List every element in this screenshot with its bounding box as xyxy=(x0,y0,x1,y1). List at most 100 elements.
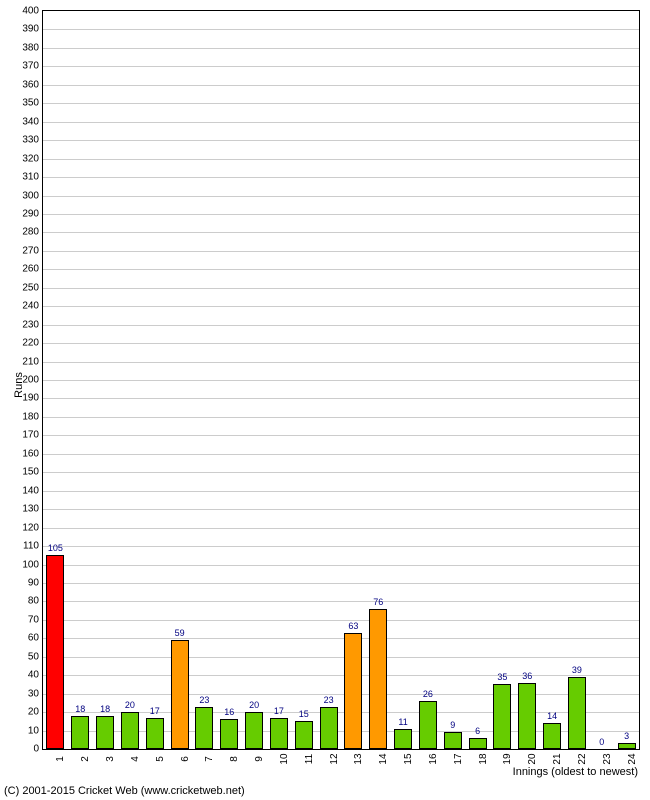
y-tick-label: 20 xyxy=(28,707,39,718)
y-tick-label: 60 xyxy=(28,633,39,644)
y-tick-label: 10 xyxy=(28,725,39,736)
bar xyxy=(394,729,412,749)
y-tick-label: 400 xyxy=(22,6,39,17)
gridline xyxy=(43,48,639,49)
y-tick-label: 100 xyxy=(22,559,39,570)
y-tick-label: 310 xyxy=(22,172,39,183)
y-tick-label: 300 xyxy=(22,190,39,201)
y-tick-label: 350 xyxy=(22,98,39,109)
y-tick-label: 50 xyxy=(28,651,39,662)
y-tick-label: 290 xyxy=(22,208,39,219)
x-tick-label: 8 xyxy=(229,756,240,762)
gridline xyxy=(43,528,639,529)
y-tick-label: 120 xyxy=(22,522,39,533)
bar xyxy=(270,718,288,749)
gridline xyxy=(43,362,639,363)
gridline xyxy=(43,66,639,67)
bar-value-label: 20 xyxy=(125,700,135,710)
y-tick-label: 280 xyxy=(22,227,39,238)
bar xyxy=(344,633,362,749)
y-tick-label: 240 xyxy=(22,301,39,312)
bar xyxy=(419,701,437,749)
bar xyxy=(369,609,387,749)
x-tick-label: 13 xyxy=(353,753,364,764)
bar xyxy=(568,677,586,749)
gridline xyxy=(43,509,639,510)
bar-value-label: 9 xyxy=(450,720,455,730)
gridline xyxy=(43,343,639,344)
y-tick-label: 220 xyxy=(22,338,39,349)
chart-container: 0102030405060708090100110120130140150160… xyxy=(0,0,650,800)
y-tick-label: 250 xyxy=(22,282,39,293)
bar-value-label: 23 xyxy=(324,695,334,705)
y-tick-label: 30 xyxy=(28,688,39,699)
gridline xyxy=(43,638,639,639)
gridline xyxy=(43,675,639,676)
bar xyxy=(543,723,561,749)
gridline xyxy=(43,565,639,566)
bar xyxy=(195,707,213,749)
gridline xyxy=(43,491,639,492)
bar xyxy=(469,738,487,749)
y-tick-label: 170 xyxy=(22,430,39,441)
bar xyxy=(320,707,338,749)
x-tick-label: 15 xyxy=(403,753,414,764)
y-tick-label: 180 xyxy=(22,411,39,422)
bar xyxy=(518,683,536,749)
y-axis-title: Runs xyxy=(13,372,25,398)
x-tick-label: 4 xyxy=(130,756,141,762)
x-tick-label: 11 xyxy=(304,754,315,764)
bar-value-label: 76 xyxy=(373,597,383,607)
bar-value-label: 39 xyxy=(572,665,582,675)
gridline xyxy=(43,85,639,86)
x-axis-title: Innings (oldest to newest) xyxy=(513,766,638,778)
bar xyxy=(121,712,139,749)
x-tick-label: 18 xyxy=(478,753,489,764)
gridline xyxy=(43,159,639,160)
x-tick-label: 20 xyxy=(527,753,538,764)
bar xyxy=(444,732,462,749)
bar xyxy=(245,712,263,749)
y-tick-label: 270 xyxy=(22,245,39,256)
bar xyxy=(71,716,89,749)
y-tick-label: 320 xyxy=(22,153,39,164)
x-tick-label: 22 xyxy=(577,753,588,764)
bar-value-label: 36 xyxy=(522,671,532,681)
bar-value-label: 35 xyxy=(497,672,507,682)
x-tick-label: 3 xyxy=(105,756,116,762)
gridline xyxy=(43,398,639,399)
x-tick-label: 7 xyxy=(204,756,215,762)
gridline xyxy=(43,103,639,104)
x-tick-label: 1 xyxy=(55,756,66,762)
gridline xyxy=(43,140,639,141)
plot-area: 0102030405060708090100110120130140150160… xyxy=(42,10,640,750)
x-tick-label: 2 xyxy=(80,756,91,762)
bar-value-label: 18 xyxy=(75,704,85,714)
bar xyxy=(295,721,313,749)
y-tick-label: 90 xyxy=(28,577,39,588)
y-tick-label: 260 xyxy=(22,264,39,275)
x-tick-label: 17 xyxy=(453,753,464,764)
bar xyxy=(618,743,636,749)
x-tick-label: 16 xyxy=(428,753,439,764)
gridline xyxy=(43,214,639,215)
bar-value-label: 26 xyxy=(423,689,433,699)
bar-value-label: 3 xyxy=(624,731,629,741)
gridline xyxy=(43,177,639,178)
bar xyxy=(493,684,511,749)
gridline xyxy=(43,196,639,197)
bar-value-label: 15 xyxy=(299,709,309,719)
x-tick-label: 6 xyxy=(180,756,191,762)
gridline xyxy=(43,251,639,252)
x-tick-label: 23 xyxy=(602,753,613,764)
gridline xyxy=(43,601,639,602)
gridline xyxy=(43,288,639,289)
y-tick-label: 340 xyxy=(22,116,39,127)
x-tick-label: 9 xyxy=(254,756,265,762)
y-tick-label: 80 xyxy=(28,596,39,607)
bar-value-label: 17 xyxy=(274,706,284,716)
bar-value-label: 63 xyxy=(348,621,358,631)
y-tick-label: 330 xyxy=(22,135,39,146)
y-tick-label: 110 xyxy=(23,541,39,552)
gridline xyxy=(43,232,639,233)
